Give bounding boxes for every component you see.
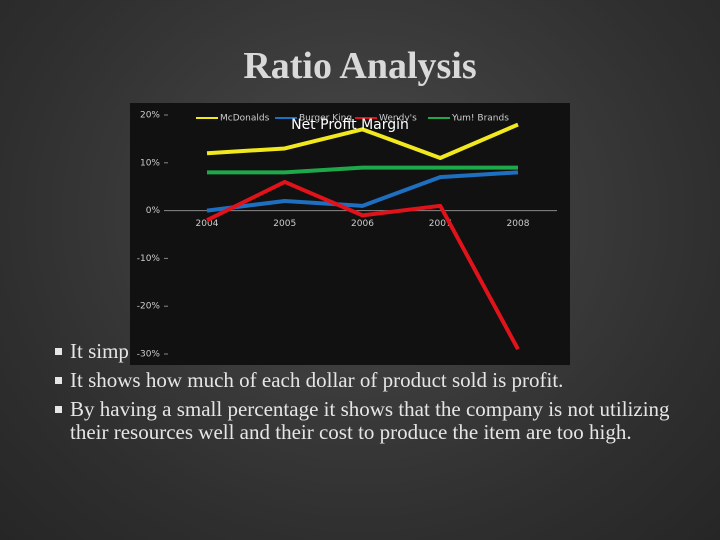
y-tick-label: 10% — [140, 158, 160, 168]
legend-label: Yum! Brands — [451, 114, 509, 124]
bullet: It shows how much of each dollar of prod… — [70, 368, 564, 392]
series-line — [206, 179, 520, 351]
x-tick-label: 2006 — [351, 219, 374, 229]
y-tick-label: -30% — [137, 350, 161, 360]
x-tick-label: 2007 — [429, 219, 452, 229]
bullet-marker — [55, 377, 62, 384]
legend-label: Burger King — [299, 114, 352, 124]
x-tick-label: 2005 — [273, 219, 296, 229]
chart-background — [130, 103, 570, 365]
y-tick-label: 0% — [146, 206, 161, 216]
x-tick-label: 2008 — [507, 219, 530, 229]
series-line — [207, 165, 518, 175]
legend-label: McDonalds — [220, 114, 270, 124]
legend-label: Wendy's — [379, 114, 417, 124]
x-tick-label: 2004 — [196, 219, 219, 229]
bullet: By having a small percentage it shows th… — [70, 397, 670, 444]
y-tick-label: 20% — [140, 111, 160, 121]
y-tick-label: -20% — [137, 302, 161, 312]
bullet-marker — [55, 406, 62, 413]
bullet-marker — [55, 348, 62, 355]
chart-title: Net Profit Margin — [291, 117, 409, 133]
slide-title: Ratio Analysis — [243, 45, 477, 87]
series-line — [206, 122, 519, 161]
series-line — [206, 170, 519, 213]
y-tick-label: -10% — [137, 254, 161, 264]
bullet: It simp — [70, 339, 129, 363]
